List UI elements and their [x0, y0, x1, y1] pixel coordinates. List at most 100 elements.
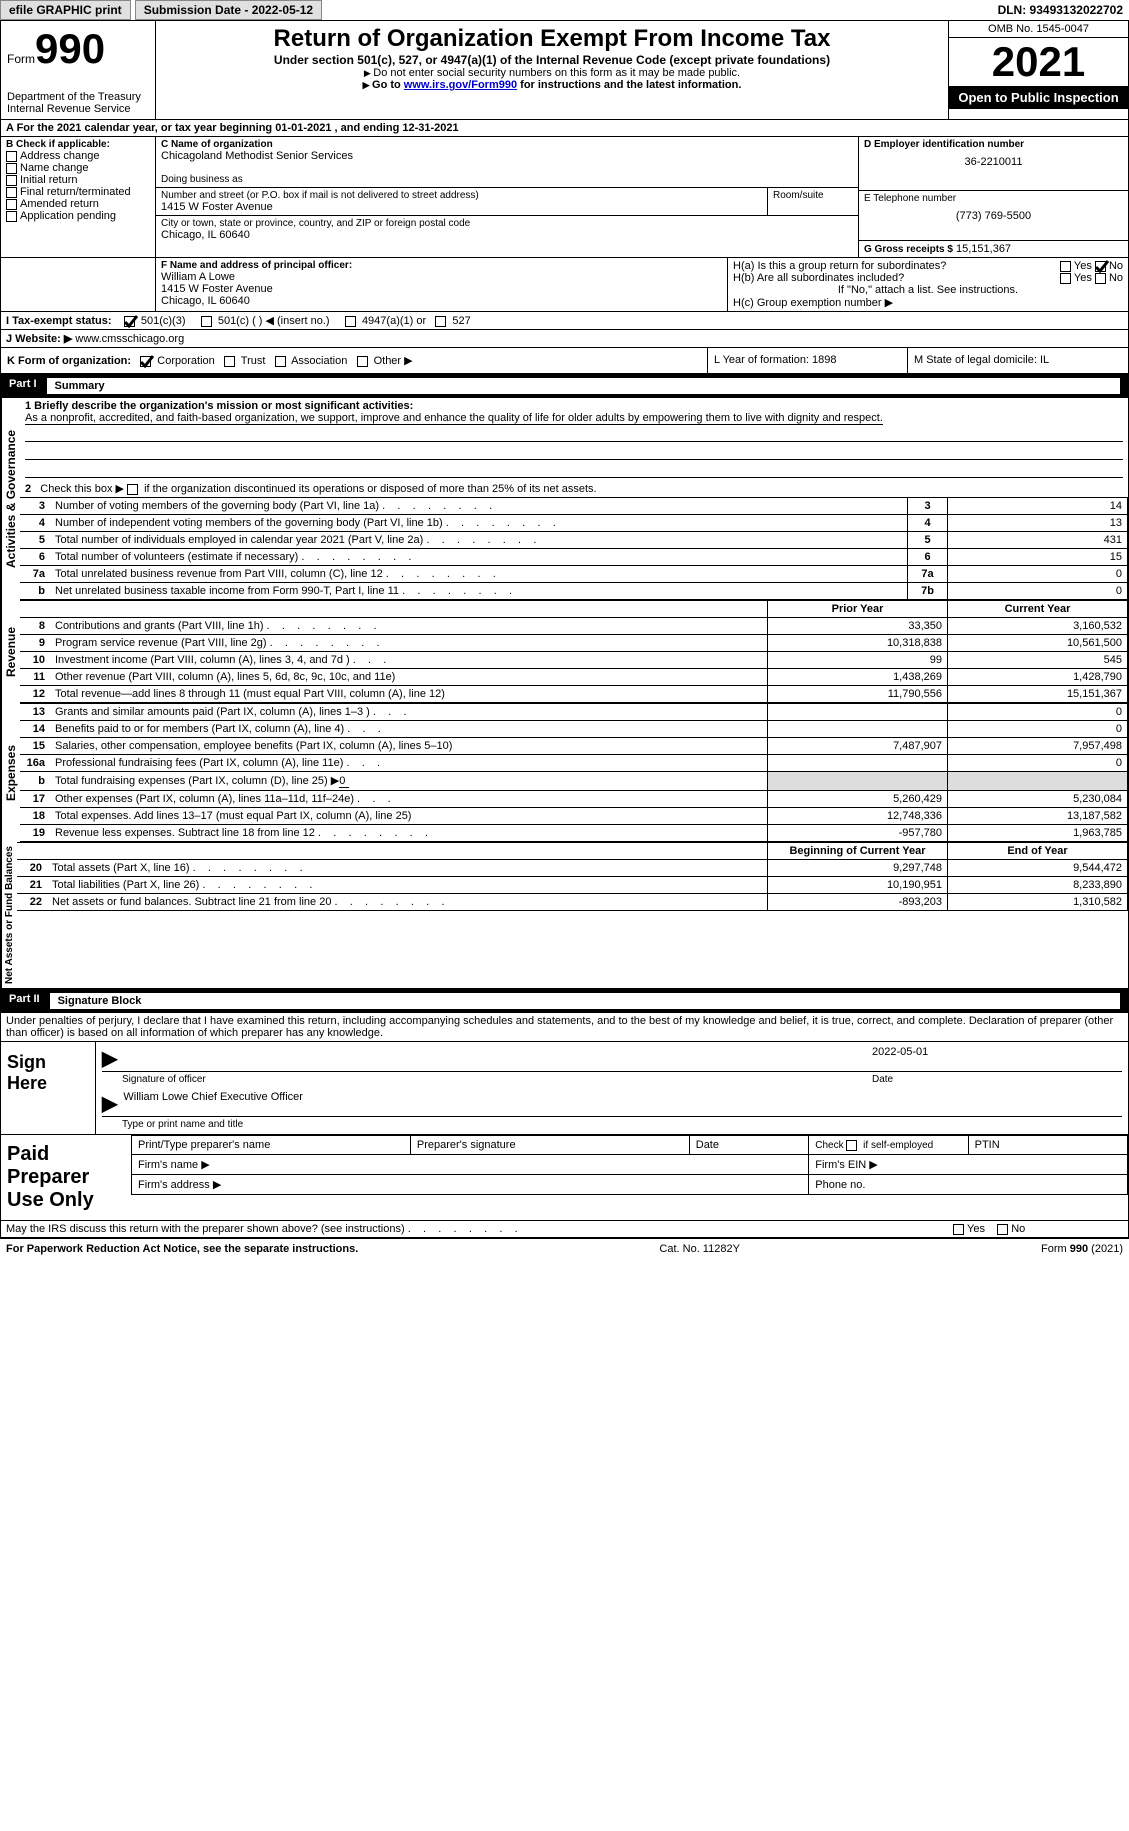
sig-date-label: Date [872, 1074, 1122, 1085]
r17-curr: 5,230,084 [948, 791, 1128, 808]
phone-value: (773) 769-5500 [864, 204, 1123, 222]
r16a-idx: 16a [20, 755, 50, 772]
prep-name-label: Print/Type preparer's name [132, 1136, 411, 1155]
topbar: efile GRAPHIC print Submission Date - 20… [0, 0, 1129, 21]
box-f: F Name and address of principal officer:… [156, 258, 728, 311]
box-e: E Telephone number (773) 769-5500 [859, 191, 1128, 241]
r15-text: Salaries, other compensation, employee b… [50, 738, 768, 755]
row-11: 11Other revenue (Part VIII, column (A), … [20, 669, 1128, 686]
form-word: Form [7, 52, 35, 66]
ein-label: D Employer identification number [864, 139, 1123, 150]
submission-date-button[interactable]: Submission Date - 2022-05-12 [135, 0, 322, 20]
h-a-no-checkbox[interactable] [1095, 261, 1106, 272]
chk-501c[interactable] [201, 316, 212, 327]
chk-name-change[interactable]: Name change [6, 162, 150, 174]
dept-treasury: Department of the Treasury [7, 91, 149, 103]
row-6: 6Total number of volunteers (estimate if… [20, 549, 1128, 566]
r4-box: 4 [908, 515, 948, 532]
row-13: 13Grants and similar amounts paid (Part … [20, 704, 1128, 721]
q1-blank3 [25, 460, 1123, 478]
r22-text: Net assets or fund balances. Subtract li… [47, 894, 768, 911]
chk-final-return[interactable]: Final return/terminated [6, 186, 150, 198]
r16a-curr: 0 [948, 755, 1128, 772]
r22-idx: 22 [17, 894, 47, 911]
col-prior: Prior Year [768, 601, 948, 618]
col-current: Current Year [948, 601, 1128, 618]
r14-prior [768, 721, 948, 738]
r9-text: Program service revenue (Part VIII, line… [50, 635, 768, 652]
r6-box: 6 [908, 549, 948, 566]
spacer-left [1, 258, 156, 311]
q2-text: 2 Check this box ▶ if the organization d… [25, 483, 597, 495]
paid-preparer-block: Paid Preparer Use Only Print/Type prepar… [0, 1135, 1129, 1221]
row-10: 10Investment income (Part VIII, column (… [20, 652, 1128, 669]
chk-application-pending-label: Application pending [20, 210, 116, 222]
r15-prior: 7,487,907 [768, 738, 948, 755]
box-l: L Year of formation: 1898 [708, 348, 908, 373]
dba-label: Doing business as [161, 174, 853, 185]
irs-label: Internal Revenue Service [7, 103, 149, 115]
chk-other[interactable] [357, 356, 368, 367]
chk-527[interactable] [435, 316, 446, 327]
note-ssn: Do not enter social security numbers on … [162, 67, 942, 79]
r7a-text: Total unrelated business revenue from Pa… [50, 566, 908, 583]
line-j: J Website: ▶ www.cmsschicago.org [0, 330, 1129, 348]
line-klm: K Form of organization: Corporation Trus… [0, 348, 1129, 374]
r8-curr: 3,160,532 [948, 618, 1128, 635]
footer: For Paperwork Reduction Act Notice, see … [0, 1238, 1129, 1259]
r12-idx: 12 [20, 686, 50, 703]
street-row: Number and street (or P.O. box if mail i… [156, 188, 858, 216]
r18-text: Total expenses. Add lines 13–17 (must eq… [50, 808, 768, 825]
q1-label: 1 Briefly describe the organization's mi… [25, 400, 413, 412]
q1-text: As a nonprofit, accredited, and faith-ba… [25, 412, 883, 425]
part1-activities: Activities & Governance 1 Briefly descri… [0, 398, 1129, 600]
h-b-yes-label: Yes [1074, 272, 1092, 284]
chk-trust[interactable] [224, 356, 235, 367]
r16b-curr [948, 772, 1128, 791]
r13-prior [768, 704, 948, 721]
chk-final-return-label: Final return/terminated [20, 186, 131, 198]
chk-application-pending[interactable]: Application pending [6, 210, 150, 222]
part2-label: Part II [9, 993, 50, 1009]
form-subtitle: Under section 501(c), 527, or 4947(a)(1)… [162, 53, 942, 67]
sig-arrow-2-icon: ▶ [102, 1091, 117, 1116]
row-15: 15Salaries, other compensation, employee… [20, 738, 1128, 755]
chk-initial-return[interactable]: Initial return [6, 174, 150, 186]
website-label: J Website: ▶ [6, 333, 72, 345]
irs-form990-link[interactable]: www.irs.gov/Form990 [404, 79, 517, 91]
chk-association[interactable] [275, 356, 286, 367]
r21-begin: 10,190,951 [768, 877, 948, 894]
h-c-row: H(c) Group exemption number ▶ [733, 296, 1123, 309]
chk-4947[interactable] [345, 316, 356, 327]
r16b-text: Total fundraising expenses (Part IX, col… [50, 772, 768, 791]
h-a-yes-checkbox[interactable] [1060, 261, 1071, 272]
row-7b: bNet unrelated business taxable income f… [20, 583, 1128, 600]
discuss-text: May the IRS discuss this return with the… [6, 1223, 518, 1235]
chk-501c3[interactable] [124, 316, 135, 327]
box-deg: D Employer identification number 36-2210… [858, 137, 1128, 257]
sign-here-block: Sign Here ▶ 2022-05-01 Signature of offi… [0, 1042, 1129, 1135]
r8-prior: 33,350 [768, 618, 948, 635]
chk-amended-return-label: Amended return [20, 198, 99, 210]
chk-discuss-no[interactable] [997, 1224, 1008, 1235]
goto-post: for instructions and the latest informat… [517, 79, 741, 91]
r20-idx: 20 [17, 860, 47, 877]
chk-name-change-label: Name change [20, 162, 89, 174]
chk-address-change[interactable]: Address change [6, 150, 150, 162]
chk-corporation[interactable] [140, 356, 151, 367]
r15-idx: 15 [20, 738, 50, 755]
prep-check-cell: Check if self-employed [809, 1136, 968, 1155]
h-b-no-checkbox[interactable] [1095, 273, 1106, 284]
h-b-yes-checkbox[interactable] [1060, 273, 1071, 284]
chk-discontinued[interactable] [127, 484, 138, 495]
row-16a: 16aProfessional fundraising fees (Part I… [20, 755, 1128, 772]
r10-curr: 545 [948, 652, 1128, 669]
r3-box: 3 [908, 498, 948, 515]
phone-label: E Telephone number [864, 193, 1123, 204]
efile-print-button[interactable]: efile GRAPHIC print [0, 0, 131, 20]
chk-amended-return[interactable]: Amended return [6, 198, 150, 210]
chk-discuss-yes[interactable] [953, 1224, 964, 1235]
h-a-no-label: No [1109, 260, 1123, 272]
chk-self-employed[interactable] [846, 1140, 857, 1151]
r22-end: 1,310,582 [948, 894, 1128, 911]
